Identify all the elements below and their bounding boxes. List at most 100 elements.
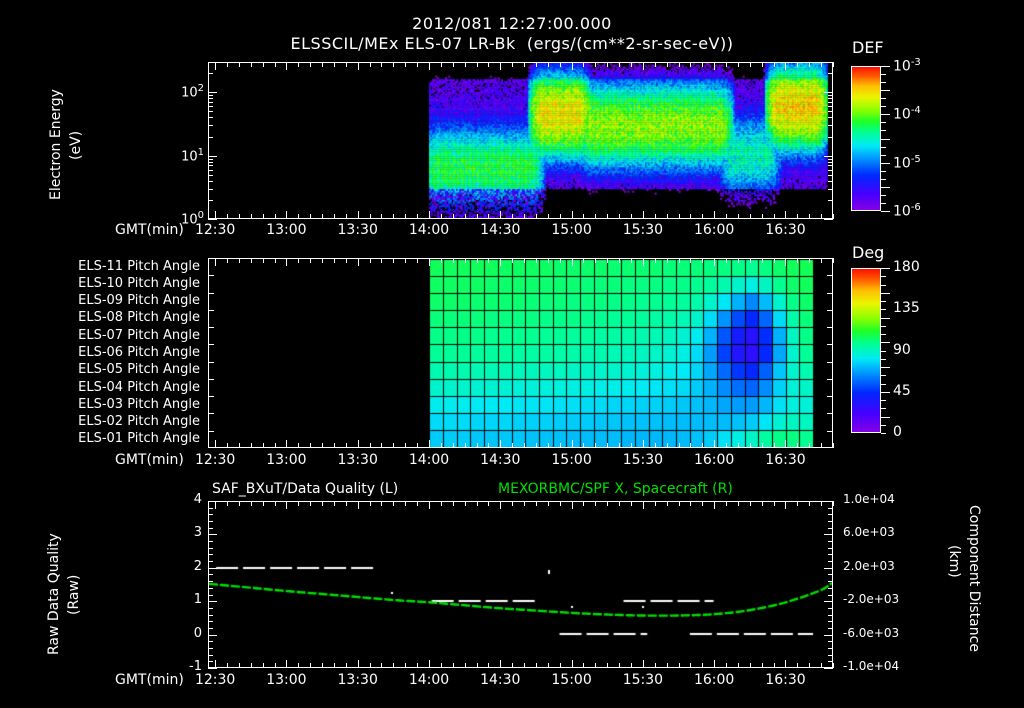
x-tick: [833, 214, 834, 219]
x-tick: [679, 214, 680, 219]
x-tick: [477, 62, 478, 67]
x-tick: [334, 258, 335, 263]
x-tick: [548, 214, 549, 219]
y-tick: [208, 106, 213, 107]
x-tick: [429, 440, 430, 448]
x-tick: [227, 214, 228, 219]
y-tick: [828, 125, 833, 126]
pitch-angle-row-label: ELS-02 Pitch Angle: [78, 414, 200, 430]
mid-panel-xtick-label: 16:00: [693, 452, 735, 468]
y-tick: [827, 275, 833, 276]
y-tick: [208, 98, 213, 99]
y-tick: [828, 541, 833, 542]
x-tick: [738, 501, 739, 506]
x-tick: [738, 258, 739, 263]
x-tick: [381, 443, 382, 448]
x-tick: [583, 214, 584, 219]
x-tick: [655, 443, 656, 448]
x-tick: [619, 258, 620, 263]
x-tick: [500, 501, 501, 509]
top-panel-xtick-label: 16:00: [693, 222, 735, 238]
x-tick: [548, 663, 549, 668]
x-tick: [239, 258, 240, 263]
x-tick: [536, 62, 537, 67]
x-tick: [726, 443, 727, 448]
x-tick: [477, 258, 478, 263]
mid-panel-xtick-label: 14:30: [480, 452, 521, 468]
x-tick: [702, 258, 703, 263]
x-tick: [679, 258, 680, 263]
y-tick: [828, 165, 833, 166]
x-tick: [227, 62, 228, 67]
x-tick: [334, 214, 335, 219]
y-tick: [208, 588, 213, 589]
x-tick: [524, 62, 525, 67]
x-tick: [381, 214, 382, 219]
pitch-angle-row-label: ELS-11 Pitch Angle: [78, 258, 200, 274]
x-tick: [774, 663, 775, 668]
x-tick: [370, 214, 371, 219]
x-tick: [358, 440, 359, 448]
x-tick: [453, 62, 454, 67]
x-tick: [785, 660, 786, 668]
x-tick: [797, 663, 798, 668]
x-tick: [370, 443, 371, 448]
electron-energy-spectrogram: [209, 63, 832, 218]
y-tick: [828, 102, 833, 103]
x-tick: [774, 501, 775, 506]
x-tick: [750, 663, 751, 668]
x-tick: [286, 258, 287, 266]
bottom-panel-xtick-label: 15:30: [622, 672, 664, 688]
x-tick: [750, 62, 751, 67]
x-tick: [679, 62, 680, 67]
x-tick: [548, 501, 549, 506]
x-tick: [477, 501, 478, 506]
x-tick: [453, 258, 454, 263]
pitch-angle-row-label: ELS-05 Pitch Angle: [78, 362, 200, 378]
x-tick: [572, 660, 573, 668]
x-tick: [381, 258, 382, 263]
x-tick: [702, 62, 703, 67]
def-colorbar-tick-label: 10-4: [893, 105, 921, 123]
mid-panel-xtick-label: 16:30: [765, 452, 806, 468]
bottom-panel-ytick-label-left: 3: [193, 525, 202, 540]
x-tick: [381, 663, 382, 668]
x-tick: [690, 663, 691, 668]
x-tick: [251, 214, 252, 219]
x-tick: [714, 62, 715, 70]
x-tick: [417, 258, 418, 263]
x-tick: [393, 214, 394, 219]
x-tick: [286, 501, 287, 509]
x-tick: [785, 62, 786, 70]
x-tick: [643, 62, 644, 70]
y-tick: [208, 608, 213, 609]
y-tick: [208, 648, 213, 649]
x-tick: [441, 258, 442, 263]
y-tick: [828, 514, 833, 515]
x-tick: [239, 663, 240, 668]
x-tick: [453, 501, 454, 506]
bottom-panel-xtick-label: 12:30: [194, 672, 236, 688]
x-tick: [512, 62, 513, 67]
y-tick: [828, 615, 833, 616]
y-tick: [208, 621, 213, 622]
bottom-panel-frame: [208, 501, 833, 668]
x-tick: [227, 258, 228, 263]
x-tick: [500, 660, 501, 668]
x-tick: [286, 440, 287, 448]
x-tick: [726, 62, 727, 67]
x-tick: [738, 443, 739, 448]
x-tick: [322, 663, 323, 668]
bottom-panel-xtick-label: 13:00: [266, 672, 307, 688]
x-tick: [275, 663, 276, 668]
y-tick: [208, 327, 214, 328]
y-tick: [827, 379, 833, 380]
y-tick: [828, 111, 833, 112]
x-tick: [560, 443, 561, 448]
x-tick: [536, 258, 537, 263]
x-tick: [381, 501, 382, 506]
x-tick: [643, 440, 644, 448]
y-tick: [208, 159, 213, 160]
x-tick: [560, 214, 561, 219]
x-tick: [785, 440, 786, 448]
